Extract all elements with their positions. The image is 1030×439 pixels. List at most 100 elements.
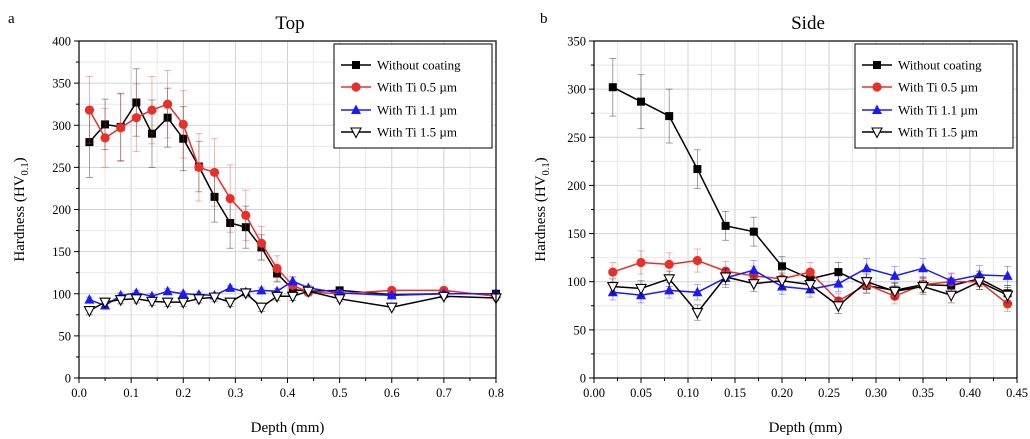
data-point — [287, 275, 298, 286]
legend-box — [854, 43, 1014, 149]
x-tick-label: 0.4 — [280, 386, 296, 400]
data-point — [241, 210, 251, 220]
data-point — [192, 294, 205, 306]
y-tick-label: 350 — [52, 77, 71, 91]
y-axis-label-main: Hardness (HV — [533, 175, 549, 261]
data-point — [161, 297, 174, 309]
chart-title: Top — [275, 13, 304, 34]
legend-label: With Ti 1.5 µm — [898, 125, 978, 140]
y-tick-label: 100 — [52, 287, 71, 301]
legend-label: With Ti 1.1 µm — [898, 103, 978, 118]
legend-marker — [872, 104, 882, 114]
y-tick-label: 300 — [52, 119, 71, 133]
legend-item: With Ti 1.1 µm — [341, 103, 457, 118]
panel-letter: a — [8, 11, 15, 27]
legend-label: With Ti 0.5 µm — [898, 80, 978, 95]
x-tick-label: 0.00 — [583, 386, 605, 400]
data-point — [163, 99, 173, 109]
data-point — [272, 263, 282, 274]
data-point — [691, 307, 704, 320]
y-tick-label: 200 — [52, 203, 71, 217]
y-tick-label: 350 — [567, 35, 586, 49]
data-point — [85, 138, 94, 147]
data-point — [194, 162, 204, 172]
data-point — [804, 280, 817, 292]
data-point — [130, 294, 143, 306]
data-point — [1001, 290, 1014, 302]
legend-marker — [351, 82, 361, 92]
legend-marker — [873, 61, 881, 69]
data-point — [256, 238, 267, 248]
data-point — [224, 297, 237, 309]
x-tick-label: 0.35 — [912, 386, 934, 400]
data-point — [664, 284, 675, 295]
legend-label: With Ti 1.5 µm — [377, 125, 457, 140]
data-point — [805, 267, 815, 277]
data-point — [208, 292, 221, 304]
x-tick-label: 0.05 — [630, 386, 652, 400]
x-axis-label: Depth (mm) — [769, 420, 843, 436]
data-point — [1002, 270, 1013, 280]
data-point — [693, 165, 702, 174]
axis-ticks: 0.0 0.1 0.2 0.3 0.4 0.5 0.6 0.7 0.8 0 50 100 150 200 2… — [52, 35, 504, 401]
data-point — [256, 284, 267, 295]
data-point — [225, 282, 236, 292]
data-point — [226, 218, 235, 227]
y-tick-label: 250 — [52, 161, 71, 175]
data-point — [776, 276, 788, 288]
legend-item: With Ti 1.5 µm — [341, 125, 457, 140]
data-point — [271, 291, 283, 303]
data-point — [163, 113, 172, 122]
data-point — [806, 274, 815, 283]
data-point — [635, 283, 647, 296]
data-point — [692, 255, 703, 266]
data-point — [116, 123, 126, 133]
data-point — [210, 192, 219, 201]
data-point — [749, 227, 758, 236]
data-point — [945, 290, 958, 302]
data-point — [608, 83, 617, 92]
data-point — [692, 286, 703, 297]
data-point — [636, 257, 646, 268]
y-tick-label: 0 — [65, 372, 71, 386]
legend-marker — [872, 82, 882, 92]
x-tick-label: 0.6 — [384, 386, 400, 400]
legend-item: With Ti 0.5 µm — [862, 80, 978, 95]
x-tick-label: 0.5 — [332, 386, 348, 400]
data-point — [606, 281, 619, 294]
data-point — [973, 277, 986, 289]
data-point — [178, 119, 188, 130]
data-point — [747, 279, 760, 291]
legend-item: Without coating — [862, 58, 982, 73]
data-point — [131, 113, 141, 123]
legend: Without coating With Ti 0.5 µm With Ti 1.1… — [854, 43, 1014, 149]
x-tick-label: 0.15 — [724, 386, 746, 400]
data-point — [386, 289, 397, 300]
data-point — [179, 134, 188, 143]
x-tick-label: 0.8 — [488, 386, 504, 400]
data-point — [833, 278, 844, 288]
legend-marker — [352, 61, 360, 69]
x-tick-label: 0.7 — [436, 386, 452, 400]
data-point — [84, 105, 95, 115]
x-tick-label: 0.0 — [71, 386, 87, 400]
y-tick-label: 100 — [567, 275, 586, 289]
legend-item: With Ti 1.5 µm — [862, 125, 978, 140]
data-point — [385, 302, 398, 314]
chart-title: Side — [791, 13, 825, 34]
y-tick-label: 200 — [567, 179, 586, 193]
legend: Without coating With Ti 0.5 µm With Ti 1.1… — [333, 43, 493, 149]
y-axis-label: Hardness (HV0.1) — [12, 157, 31, 261]
series-3 — [83, 286, 502, 318]
data-point — [832, 301, 845, 313]
data-point — [114, 295, 127, 307]
data-point — [888, 286, 901, 299]
data-point — [333, 294, 346, 306]
panel-letter: b — [540, 11, 548, 27]
data-point — [778, 262, 786, 271]
legend-label: Without coating — [898, 58, 982, 73]
data-point — [860, 277, 873, 289]
data-point — [177, 297, 190, 309]
data-point — [273, 269, 282, 278]
data-point — [719, 272, 732, 284]
